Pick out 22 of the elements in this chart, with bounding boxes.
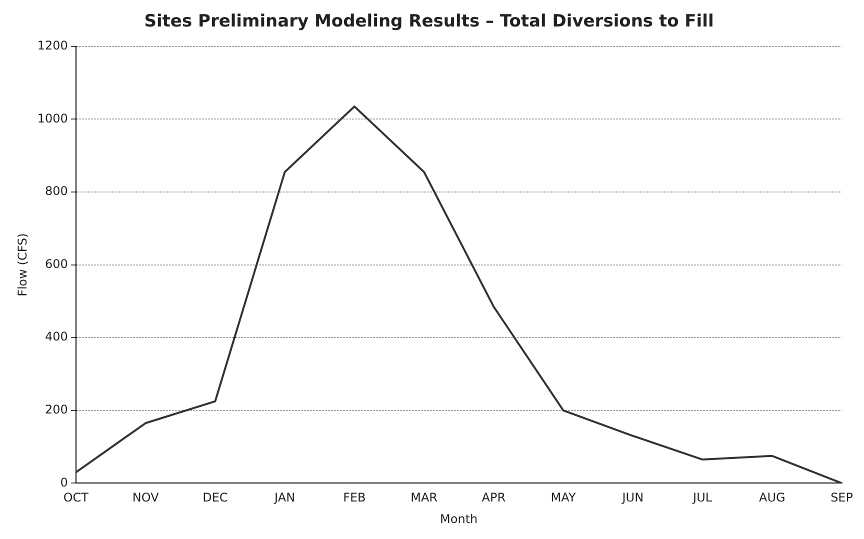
x-tick-label: NOV (132, 490, 160, 505)
y-tick-label: 1200 (37, 38, 68, 53)
x-tick-label: JUN (621, 490, 644, 505)
y-tick-label: 600 (45, 256, 68, 271)
y-tick-label: 800 (45, 184, 68, 198)
x-tick-label: APR (482, 490, 506, 505)
y-axis-title: Flow (CFS) (15, 233, 30, 296)
x-axis-title: Month (440, 512, 478, 526)
x-tick-label: MAY (550, 490, 576, 505)
x-tick-label: SEP (830, 490, 853, 505)
x-tick-label: JAN (274, 490, 296, 505)
y-tick-label: 400 (45, 330, 68, 344)
x-tick-label: AUG (759, 490, 786, 505)
y-tick-label: 0 (60, 475, 68, 490)
x-tick-label: JUL (692, 490, 712, 505)
y-tick-label: 1000 (37, 111, 68, 126)
chart-title: Sites Preliminary Modeling Results – Total Diversions to Fill (144, 12, 714, 32)
x-tick-label: FEB (343, 490, 366, 505)
x-tick-label: OCT (63, 490, 90, 505)
x-tick-label: DEC (202, 490, 228, 505)
x-tick-label: MAR (410, 490, 438, 505)
y-tick-label: 200 (45, 402, 68, 417)
